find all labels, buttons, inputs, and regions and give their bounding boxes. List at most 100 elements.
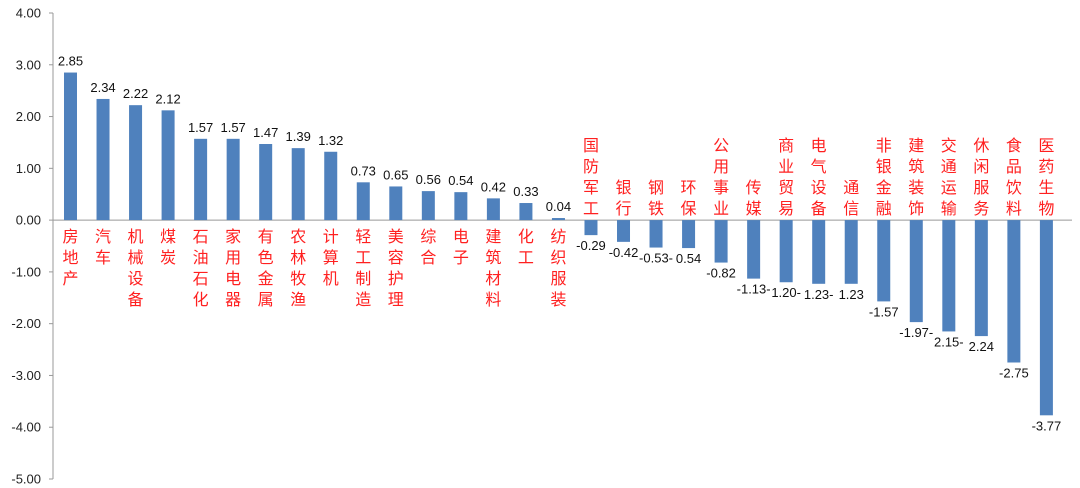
category-label: 房地产 <box>62 227 78 288</box>
data-label: -0.82 <box>706 266 736 281</box>
y-axis: 4.00 3.00 2.00 1.00 0.00 -1.00 -2.00 -3.00 -4.00… <box>11 6 1072 487</box>
category-label: 煤炭 <box>160 227 176 267</box>
bar <box>324 151 338 221</box>
category-label: 农林牧渔 <box>290 227 306 309</box>
y-tick-label: -3.00 <box>11 368 41 383</box>
data-label: 0.54 <box>676 251 701 266</box>
category-label: 商业贸易 <box>778 136 794 218</box>
category-label: 汽车 <box>95 227 111 267</box>
bar <box>96 98 110 221</box>
bar <box>551 218 565 221</box>
category-label: 电气设备 <box>811 136 827 218</box>
data-label: 2.24 <box>969 339 994 354</box>
category-label: 医药生物 <box>1038 136 1054 218</box>
data-label: 0.56 <box>416 172 441 187</box>
data-label: 0.54 <box>448 173 473 188</box>
category-label: 纺织服装 <box>550 227 566 309</box>
bar <box>291 148 305 221</box>
category-label: 传媒 <box>746 178 762 218</box>
bar <box>617 220 631 242</box>
data-label: 1.23 <box>839 287 864 302</box>
data-label: 0.33 <box>513 184 538 199</box>
data-label: -1.57 <box>869 304 899 319</box>
bar <box>942 220 956 332</box>
bar <box>844 220 858 284</box>
bar <box>259 143 273 221</box>
data-label: 1.47 <box>253 125 278 140</box>
data-label: 0.65 <box>383 167 408 182</box>
bar <box>161 110 175 221</box>
bar <box>1007 220 1021 363</box>
y-tick-label: 3.00 <box>16 57 41 72</box>
category-label: 计算机 <box>323 227 339 288</box>
category-label: 电子 <box>453 227 469 267</box>
category-label: 美容护理 <box>388 227 404 309</box>
data-label: -0.42 <box>609 245 639 260</box>
bar <box>909 220 923 323</box>
data-label: 0.42 <box>481 179 506 194</box>
bar <box>454 192 468 221</box>
bar <box>519 203 533 221</box>
y-tick-label: -1.00 <box>11 264 41 279</box>
data-label: 2.12 <box>155 91 180 106</box>
category-label: 食品饮料 <box>1006 136 1022 218</box>
bar <box>356 182 370 221</box>
bar <box>64 72 77 221</box>
y-tick-label: 2.00 <box>16 109 41 124</box>
value-labels: 2.85 2.34 2.22 2.12 1.57 1.57 1.47 1.39 1.32 0.73… <box>58 54 1061 434</box>
bar <box>421 191 435 221</box>
category-label: 轻工制造 <box>355 227 371 309</box>
category-label: 休闲服务 <box>973 136 989 218</box>
bar <box>486 198 500 221</box>
category-label: 建筑材料 <box>485 227 501 309</box>
data-label: 2.85 <box>58 54 83 69</box>
bars <box>64 72 1053 416</box>
bar <box>747 220 761 279</box>
y-tick-label: 4.00 <box>16 6 41 21</box>
bar <box>812 220 826 284</box>
category-label: 石油石化 <box>193 227 209 309</box>
bar <box>779 220 793 283</box>
category-label: 银行 <box>616 178 632 218</box>
bar <box>194 138 208 221</box>
y-tick-label: 1.00 <box>16 161 41 176</box>
category-label: 交通运输 <box>941 136 957 218</box>
category-label: 环保 <box>681 178 697 218</box>
data-label: -1.97- <box>899 325 933 340</box>
bar <box>226 138 240 221</box>
category-label: 建筑装饰 <box>908 136 924 218</box>
bar <box>129 105 143 221</box>
data-label: -3.77 <box>1032 418 1062 433</box>
category-label: 钢铁 <box>648 178 664 218</box>
data-label: 0.04 <box>546 199 571 214</box>
category-label: 化工 <box>518 227 534 267</box>
y-tick-label: 0.00 <box>16 213 41 228</box>
bar <box>714 220 728 263</box>
data-label: 1.20- <box>771 285 801 300</box>
bar <box>877 220 891 302</box>
category-label: 综合 <box>420 227 436 267</box>
bar <box>1039 220 1053 416</box>
data-label: 1.32 <box>318 133 343 148</box>
category-label: 有色金属 <box>258 227 274 309</box>
bar <box>682 220 696 249</box>
data-label: -0.29 <box>576 238 606 253</box>
y-tick-label: -2.00 <box>11 316 41 331</box>
bar <box>649 220 663 248</box>
data-label: -1.13- <box>737 282 771 297</box>
data-label: 0.73 <box>351 163 376 178</box>
category-label: 家用电器 <box>225 227 241 309</box>
bar <box>584 220 598 236</box>
category-label: 非银金融 <box>876 136 892 218</box>
data-label: 1.39 <box>286 129 311 144</box>
data-label: 2.22 <box>123 86 148 101</box>
bar <box>974 220 988 337</box>
data-label: 1.23- <box>804 287 834 302</box>
category-label: 国防军工 <box>583 136 599 218</box>
data-label: 2.15- <box>934 334 964 349</box>
y-tick-label: -4.00 <box>11 420 41 435</box>
y-tick-label: -5.00 <box>11 472 41 487</box>
